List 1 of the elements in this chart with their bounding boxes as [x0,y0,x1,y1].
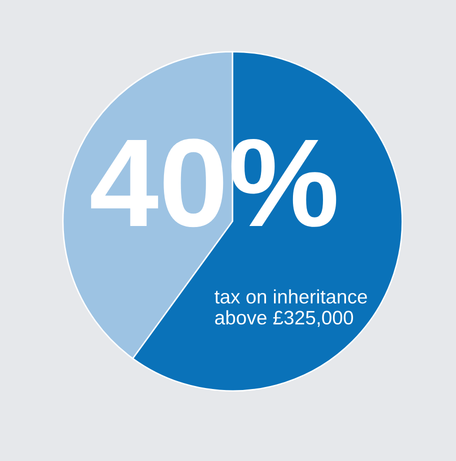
text: tax on inheritance above £325,000 [214,289,367,327]
